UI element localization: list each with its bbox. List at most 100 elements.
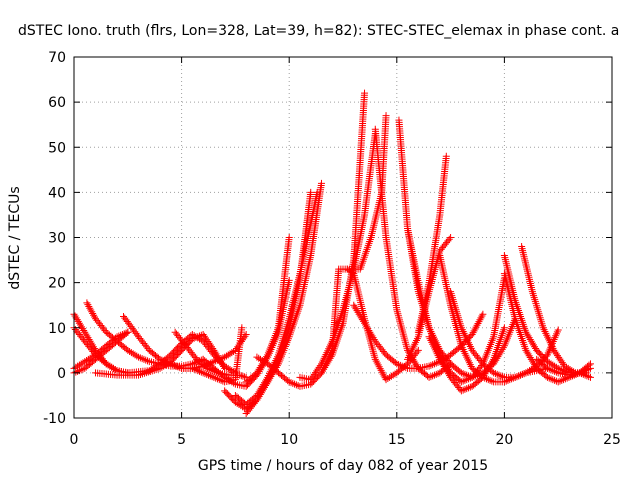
data-point	[463, 385, 471, 393]
data-point	[85, 302, 93, 310]
data-point	[84, 355, 92, 363]
data-point	[361, 319, 369, 327]
data-point	[382, 112, 390, 120]
data-point	[190, 332, 198, 340]
data-point	[549, 367, 557, 375]
data-point	[459, 370, 467, 378]
data-point	[522, 346, 530, 354]
data-point	[212, 374, 220, 382]
data-point	[552, 368, 560, 376]
data-point	[361, 89, 369, 97]
data-point	[124, 328, 132, 336]
data-point	[438, 359, 446, 367]
data-series	[178, 324, 246, 386]
data-point	[309, 372, 317, 380]
data-point	[531, 361, 539, 369]
data-point	[83, 299, 91, 307]
data-point	[429, 361, 437, 369]
data-point	[557, 357, 565, 365]
data-point	[291, 380, 299, 388]
data-point	[441, 364, 449, 372]
data-point	[465, 375, 473, 383]
data-point	[568, 367, 576, 375]
data-point	[357, 314, 365, 322]
data-point	[484, 376, 492, 384]
data-point	[500, 324, 508, 332]
data-point	[463, 376, 471, 384]
data-point	[497, 372, 505, 380]
data-point	[86, 354, 94, 362]
data-point	[256, 391, 264, 399]
data-point	[432, 370, 440, 378]
data-point	[307, 376, 315, 384]
data-point	[459, 386, 467, 394]
data-point	[265, 376, 273, 384]
data-point	[73, 316, 81, 324]
data-point	[504, 376, 512, 384]
data-point	[200, 332, 208, 340]
data-point	[241, 373, 249, 381]
data-series	[343, 265, 422, 384]
data-point	[425, 373, 433, 381]
data-point	[461, 385, 469, 393]
data-point	[518, 370, 526, 378]
data-point	[89, 309, 97, 317]
data-point	[355, 310, 363, 318]
data-point	[439, 361, 447, 369]
data-point	[562, 363, 570, 371]
data-point	[398, 362, 406, 370]
data-point	[87, 306, 95, 314]
data-point	[83, 332, 91, 340]
data-point	[104, 361, 112, 369]
data-point	[81, 328, 89, 336]
data-point	[210, 358, 218, 366]
data-point	[457, 369, 465, 377]
data-point	[499, 373, 507, 381]
data-point	[188, 331, 196, 339]
data-point	[254, 394, 262, 402]
data-point	[425, 362, 433, 370]
data-point	[71, 312, 79, 320]
y-axis-label: dSTEC / TECUs	[7, 186, 23, 289]
data-point	[74, 317, 82, 325]
data-point	[124, 346, 132, 354]
data-point	[490, 369, 498, 377]
data-point	[486, 361, 494, 369]
data-point	[511, 373, 519, 381]
data-point	[517, 371, 525, 379]
data-point	[239, 403, 247, 411]
data-point	[256, 363, 264, 371]
data-point	[254, 367, 262, 375]
data-point	[127, 349, 135, 357]
data-point	[192, 333, 200, 341]
data-point	[486, 376, 494, 384]
data-point	[109, 364, 117, 372]
data-point	[554, 378, 562, 386]
data-point	[253, 369, 261, 377]
data-point	[206, 372, 214, 380]
data-point	[495, 371, 503, 379]
data-point	[393, 360, 401, 368]
data-point	[488, 377, 496, 385]
data-point	[75, 319, 83, 327]
data-point	[259, 385, 267, 393]
data-point	[237, 338, 245, 346]
data-point	[136, 354, 144, 362]
data-point	[482, 368, 490, 376]
data-point	[237, 402, 245, 410]
data-point	[414, 346, 422, 354]
data-point	[90, 311, 98, 319]
data-point	[558, 366, 566, 374]
data-point	[430, 371, 438, 379]
data-point	[264, 378, 272, 386]
data-point	[480, 372, 488, 380]
y-tick-label: 20	[48, 276, 66, 292]
data-point	[222, 363, 230, 371]
data-point	[461, 370, 469, 378]
data-point	[267, 372, 275, 380]
data-point	[190, 365, 198, 373]
data-point	[556, 355, 564, 363]
data-point	[547, 360, 555, 368]
data-point	[203, 370, 211, 378]
data-point	[523, 330, 531, 338]
